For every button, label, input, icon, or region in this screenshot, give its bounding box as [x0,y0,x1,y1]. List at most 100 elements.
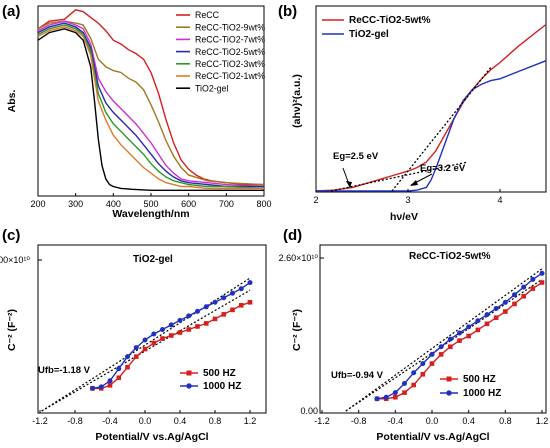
legend-b: ReCC-TiO2-5wt% TiO2-gel [322,15,431,40]
x-axis-label-b: hν/eV [390,211,418,223]
panel-c-point-1000-hz-18 [247,280,253,286]
panel-c-point-500-hz-2 [107,383,113,388]
panel-d-point-1000-hz-0 [374,396,380,402]
panel-d-point-500-hz-16 [521,293,526,299]
panel-a: 200 300 400 500 600 700 800 Wavelength/nm Abs.… [6,5,272,220]
panel-c-x-tick-label-6: 1.2 [244,416,257,426]
y-tick-label-d-bottom: 0.00 [300,406,318,416]
plot-frame-b [315,5,547,193]
panel-d-point-500-hz-11 [475,327,481,333]
panel-c-legend-label-500-hz: 500 HZ [203,368,236,379]
panel-b-legend-label-recc-tio2-5wt: ReCC-TiO2-5wt% [349,15,431,26]
panel-a-series-line-recc-tio2-9wt [37,20,265,186]
panel-c-point-500-hz-4 [125,364,130,370]
panel-d-legend-label-1000-hz: 1000 HZ [463,388,501,399]
panel-d-point-1000-hz-11 [475,318,481,324]
panel-d-legend-label-500-hz: 500 HZ [463,374,496,385]
panel-d-point-1000-hz-15 [512,292,517,298]
panel-d-point-1000-hz-2 [392,390,398,396]
plot-frame-c [37,244,267,414]
tangent-line-eg25 [330,161,469,192]
panel-c-point-1000-hz-6 [142,337,148,343]
panel-d-x-tick-label-5: 0.8 [499,416,512,426]
panel-c-x-tick-label-0: -1.2 [32,416,48,426]
panel-a-legend-label-tio2-gel: TiO2-gel [195,83,228,93]
y-axis-label-a: Abs. [6,90,18,113]
panel-d-point-500-hz-6 [429,361,435,366]
panel-b-x-tick-label-2: 4 [497,195,502,205]
annotation-ufb-c: Ufb=-1.18 V [38,365,91,376]
panel-c-point-500-hz-10 [177,330,183,335]
panel-d-point-1000-hz-16 [521,284,527,290]
panel-a-series-line-recc-tio2-5wt [37,22,264,188]
panel-d-point-1000-hz-10 [466,324,472,330]
panel-d-point-1000-hz-18 [539,270,545,276]
panel-c-point-500-hz-12 [195,324,200,329]
panel-b-legend-label-tio2-gel: TiO2-gel [349,29,389,40]
panel-d-point-500-hz-18 [539,280,545,285]
panel-c-point-1000-hz-3 [116,366,122,372]
panel-c-point-1000-hz-0 [90,385,95,391]
panel-a-series-line-recc-tio2-7wt [37,20,265,188]
panel-d-point-1000-hz-9 [457,330,462,336]
panel-a-x-tick-label-6: 800 [256,199,271,209]
x-ticks-d: -1.2 -0.8 -0.4 0.0 0.4 0.8 1.2 [314,410,548,426]
panel-a-series-line-recc-tio2-3wt [37,24,265,190]
panel-c-point-500-hz-18 [247,299,253,305]
panel-d-point-500-hz-8 [448,344,453,350]
panel-c-point-1000-hz-9 [168,322,174,328]
panel-c-x-tick-label-1: -0.8 [67,416,83,426]
y-tick-label-c: 1.00×10¹⁰ [0,255,30,265]
panel-d-point-1000-hz-8 [447,336,453,342]
panel-d-x-tick-label-1: -0.8 [351,416,367,426]
legend-d: 500 HZ 1000 HZ [440,374,501,399]
series-group-c [41,277,253,412]
panel-d-point-500-hz-4 [411,382,416,388]
legend-c: 500 HZ 1000 HZ [180,368,241,392]
panel-c-point-1000-hz-1 [98,384,104,390]
panel-d-point-500-hz-14 [503,309,508,314]
arrow-head-eg25 [346,181,352,188]
panel-b: Eg=2.5 eV Eg=3.2 eV 2 3 4 hν/eV (ahν)²(a.u… [291,5,547,223]
panel-c-x-tick-label-4: 0.4 [174,416,187,426]
panel-c-point-500-hz-14 [212,316,218,322]
panel-a-series-line-recc [37,9,264,186]
plot-frame-d [319,244,547,414]
annotation-eg32: Eg=3.2 eV [420,163,466,174]
panel-c-point-1000-hz-10 [177,317,183,323]
panel-a-series-line-recc-tio2-1wt [37,26,264,190]
panel-c-point-1000-hz-16 [230,290,235,296]
panel-c-point-1000-hz-12 [195,308,200,314]
panel-d-legend-marker-500-hz [446,376,452,382]
panel-d-x-tick-label-2: -0.4 [388,416,404,426]
panel-d-extrapolation-line-1000 [345,268,543,412]
panel-d-point-500-hz-5 [420,371,426,377]
panel-c-x-tick-label-5: 0.8 [209,416,222,426]
panel-c-point-500-hz-8 [160,336,165,341]
panel-d-point-1000-hz-12 [484,312,490,318]
panel-c-point-1000-hz-14 [212,299,218,305]
panel-c-point-500-hz-3 [116,375,122,381]
panel-d-point-1000-hz-1 [383,394,389,400]
panel-c-point-500-hz-7 [151,340,157,346]
panel-a-legend-label-recc-tio2-9wt: ReCC-TiO2-9wt% [195,22,265,32]
panel-d-legend-marker-1000-hz [446,390,452,396]
panel-c-point-500-hz-15 [221,312,227,317]
panel-d: 2.60×10¹⁰ 0.00 ReCC-TiO2-5wt% Ufb=-0.94 … [279,244,548,443]
legend-a: ReCC ReCC-TiO2-9wt% ReCC-TiO2-7wt% ReCC-TiO… [176,10,265,93]
panel-d-point-500-hz-15 [512,301,517,307]
panel-a-x-tick-label-3: 500 [143,199,158,209]
x-axis-label-a: Wavelength/nm [112,208,189,220]
panel-d-point-500-hz-12 [484,321,490,327]
panel-c-point-500-hz-11 [186,327,192,332]
panel-c-legend-label-1000-hz: 1000 HZ [203,381,241,392]
y-tick-label-d-top: 2.60×10¹⁰ [279,253,319,263]
panel-b-series-line-tio2-gel [316,60,547,192]
panel-c: 1.00×10¹⁰ TiO2-gel Ufb=-1.18 V -1.2-0.8-… [0,244,267,443]
series-group-d [345,268,545,412]
panel-a-x-tick-label-4: 600 [181,199,196,209]
panel-d-point-1000-hz-17 [530,276,536,282]
panel-a-legend-label-recc: ReCC [195,10,220,20]
